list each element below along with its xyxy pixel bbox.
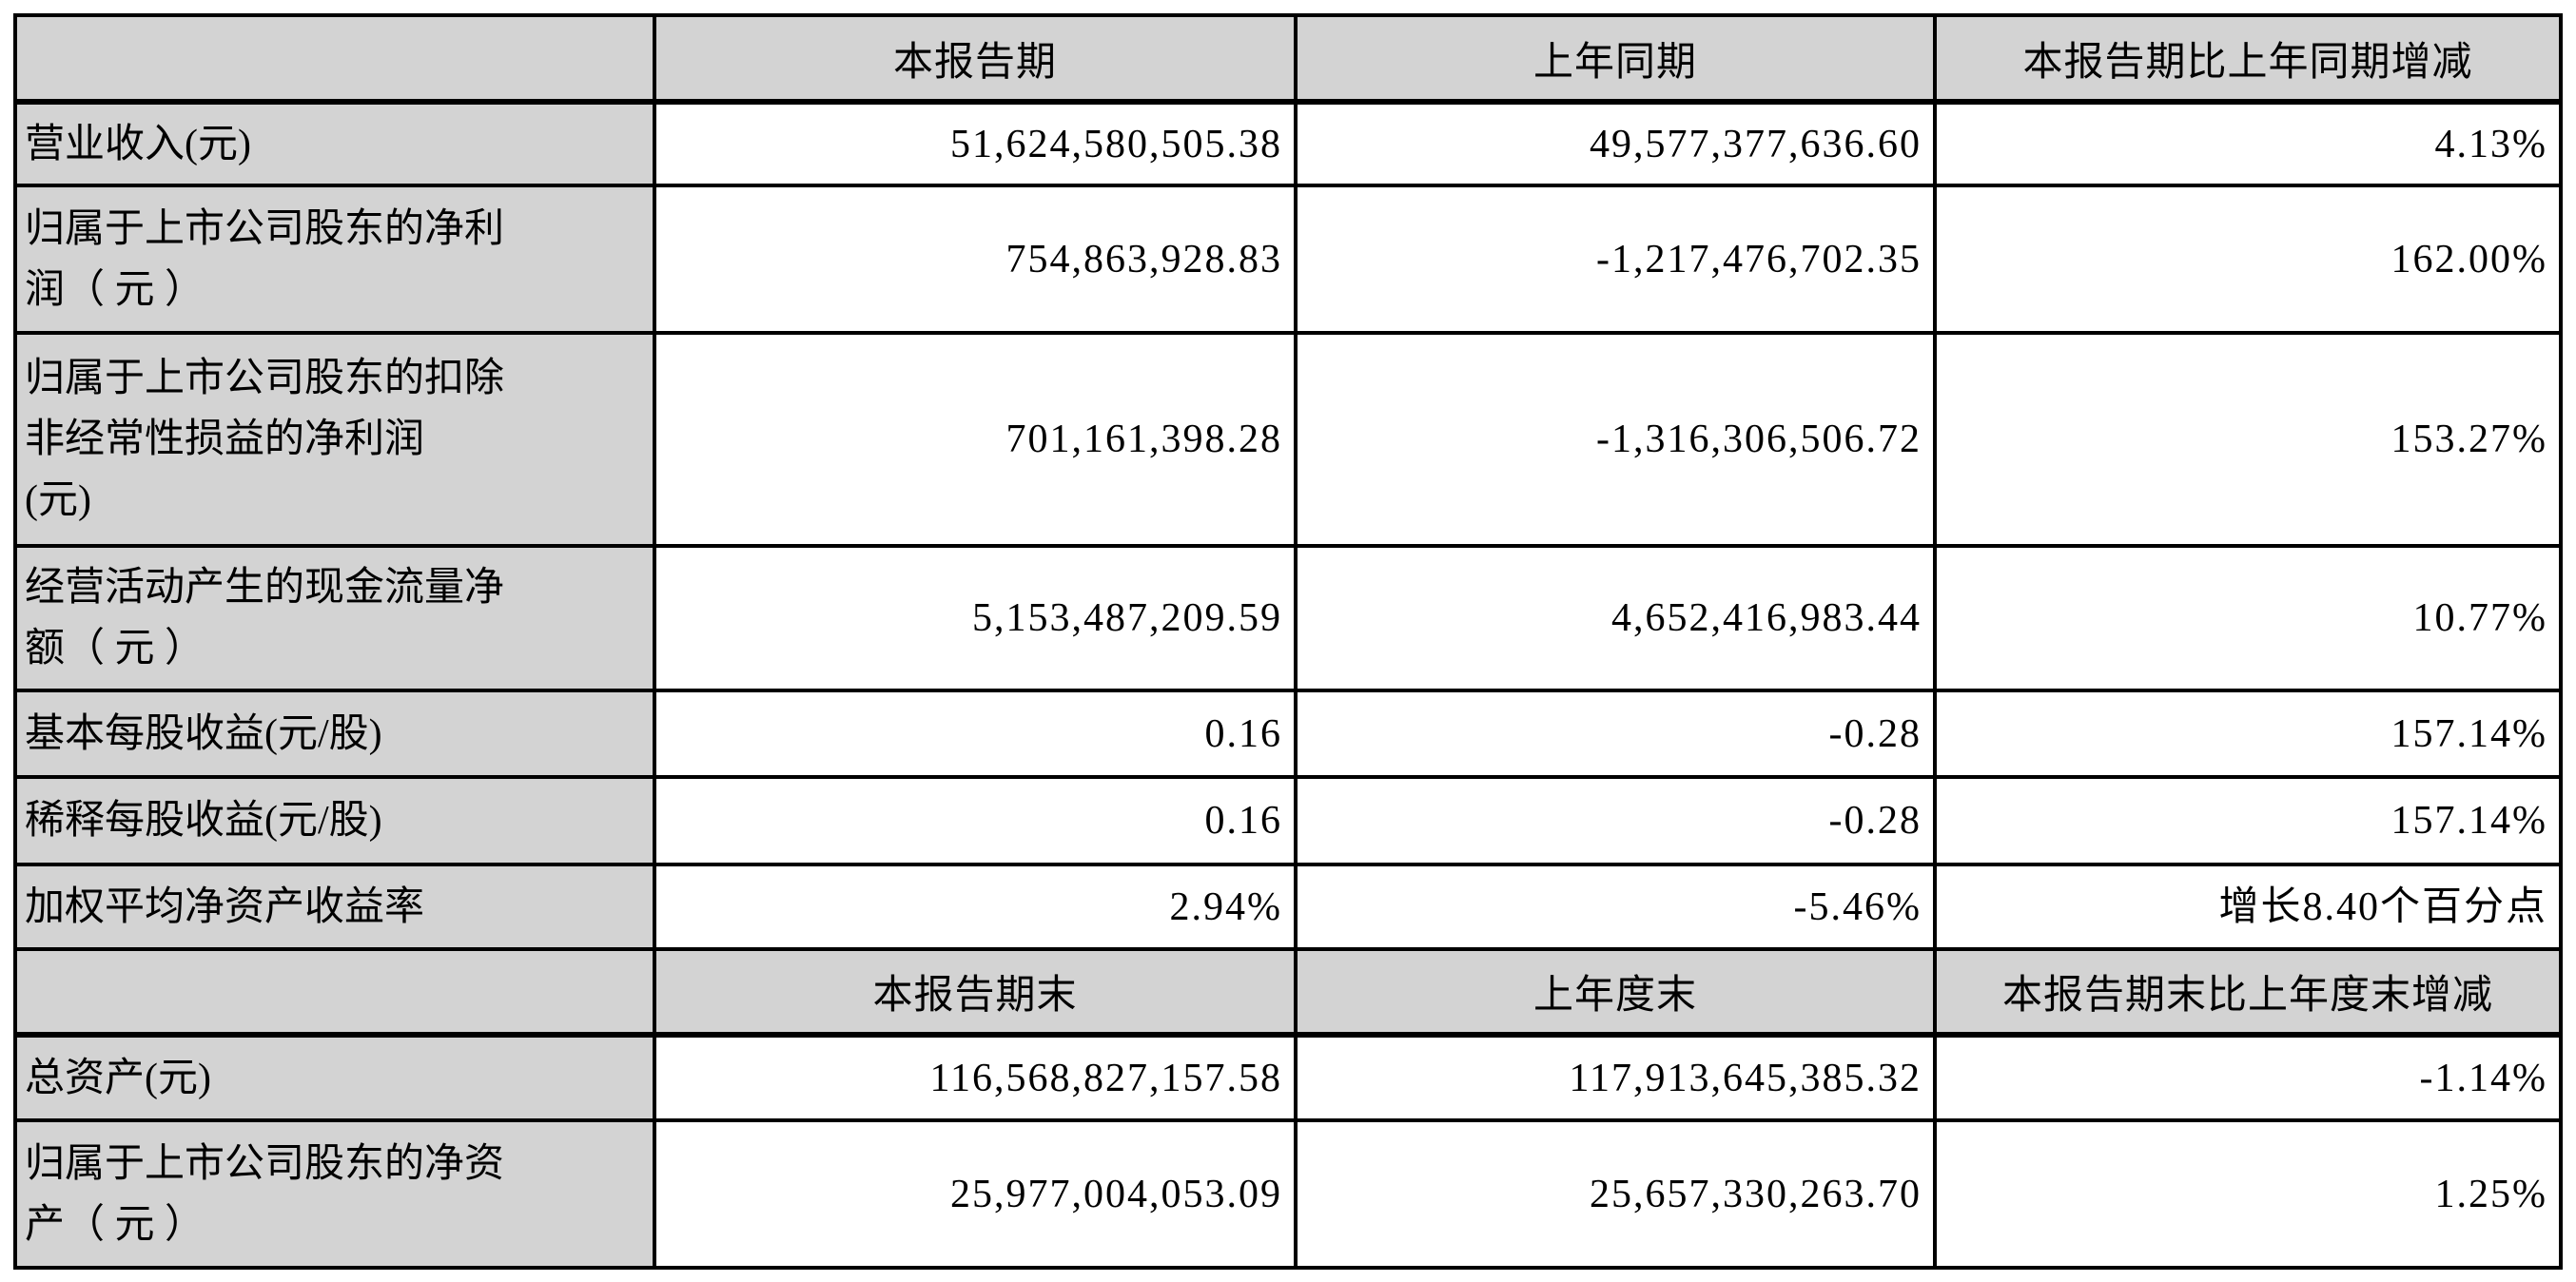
col-header-end-of-period: 本报告期末 [653, 947, 1298, 1038]
col-header-current-period: 本报告期 [653, 13, 1298, 105]
change-value: 1.25% [1933, 1118, 2563, 1270]
current-period-value: 116,568,827,157.58 [653, 1033, 1298, 1122]
financial-summary-table: 本报告期 上年同期 本报告期比上年同期增减 营业收入(元) 51,624,580… [13, 13, 2563, 1270]
prior-period-value: 4,652,416,983.44 [1294, 544, 1937, 692]
col-header-prior-period: 上年同期 [1294, 13, 1937, 105]
change-value: 157.14% [1933, 775, 2563, 866]
table-row-operating-revenue: 营业收入(元) 51,624,580,505.38 49,577,377,636… [13, 100, 2563, 187]
period-header-row: 本报告期 上年同期 本报告期比上年同期增减 [13, 13, 2563, 105]
table-row-operating-cash-flow: 经营活动产生的现金流量净 额（ 元 ） 5,153,487,209.59 4,6… [13, 544, 2563, 692]
metric-label: 归属于上市公司股东的净利 润（ 元 ） [13, 184, 656, 335]
change-value: -1.14% [1933, 1033, 2563, 1122]
table-row-net-profit-excl-nonrecurring: 归属于上市公司股东的扣除 非经常性损益的净利润 (元) 701,161,398.… [13, 331, 2563, 548]
current-period-value: 701,161,398.28 [653, 331, 1298, 548]
change-value: 10.77% [1933, 544, 2563, 692]
current-period-value: 754,863,928.83 [653, 184, 1298, 335]
table-row-diluted-eps: 稀释每股收益(元/股) 0.16 -0.28 157.14% [13, 775, 2563, 866]
change-value: 153.27% [1933, 331, 2563, 548]
change-value: 增长8.40个百分点 [1933, 863, 2563, 951]
current-period-value: 25,977,004,053.09 [653, 1118, 1298, 1270]
current-period-value: 0.16 [653, 775, 1298, 866]
metric-label: 加权平均净资产收益率 [13, 863, 656, 951]
prior-period-value: 117,913,645,385.32 [1294, 1033, 1937, 1122]
metric-label: 经营活动产生的现金流量净 额（ 元 ） [13, 544, 656, 692]
metric-label: 总资产(元) [13, 1033, 656, 1122]
eop-header-metric-blank [13, 947, 656, 1038]
period-header-metric-blank [13, 13, 656, 105]
metric-label: 营业收入(元) [13, 100, 656, 187]
current-period-value: 2.94% [653, 863, 1298, 951]
col-header-period-change: 本报告期比上年同期增减 [1933, 13, 2563, 105]
metric-label: 稀释每股收益(元/股) [13, 775, 656, 866]
current-period-value: 0.16 [653, 689, 1298, 779]
table-row-net-assets: 归属于上市公司股东的净资 产（ 元 ） 25,977,004,053.09 25… [13, 1118, 2563, 1270]
prior-period-value: -1,316,306,506.72 [1294, 331, 1937, 548]
col-header-eop-change: 本报告期末比上年度末增减 [1933, 947, 2563, 1038]
eop-header-row: 本报告期末 上年度末 本报告期末比上年度末增减 [13, 947, 2563, 1038]
metric-label: 基本每股收益(元/股) [13, 689, 656, 779]
col-header-end-of-prior-year: 上年度末 [1294, 947, 1937, 1038]
prior-period-value: 25,657,330,263.70 [1294, 1118, 1937, 1270]
prior-period-value: -0.28 [1294, 689, 1937, 779]
change-value: 162.00% [1933, 184, 2563, 335]
change-value: 157.14% [1933, 689, 2563, 779]
prior-period-value: 49,577,377,636.60 [1294, 100, 1937, 187]
prior-period-value: -1,217,476,702.35 [1294, 184, 1937, 335]
change-value: 4.13% [1933, 100, 2563, 187]
prior-period-value: -0.28 [1294, 775, 1937, 866]
table-row-net-profit: 归属于上市公司股东的净利 润（ 元 ） 754,863,928.83 -1,21… [13, 184, 2563, 335]
current-period-value: 51,624,580,505.38 [653, 100, 1298, 187]
metric-label: 归属于上市公司股东的净资 产（ 元 ） [13, 1118, 656, 1270]
current-period-value: 5,153,487,209.59 [653, 544, 1298, 692]
metric-label: 归属于上市公司股东的扣除 非经常性损益的净利润 (元) [13, 331, 656, 548]
table-row-weighted-avg-roe: 加权平均净资产收益率 2.94% -5.46% 增长8.40个百分点 [13, 863, 2563, 951]
table-row-basic-eps: 基本每股收益(元/股) 0.16 -0.28 157.14% [13, 689, 2563, 779]
table-row-total-assets: 总资产(元) 116,568,827,157.58 117,913,645,38… [13, 1033, 2563, 1122]
prior-period-value: -5.46% [1294, 863, 1937, 951]
